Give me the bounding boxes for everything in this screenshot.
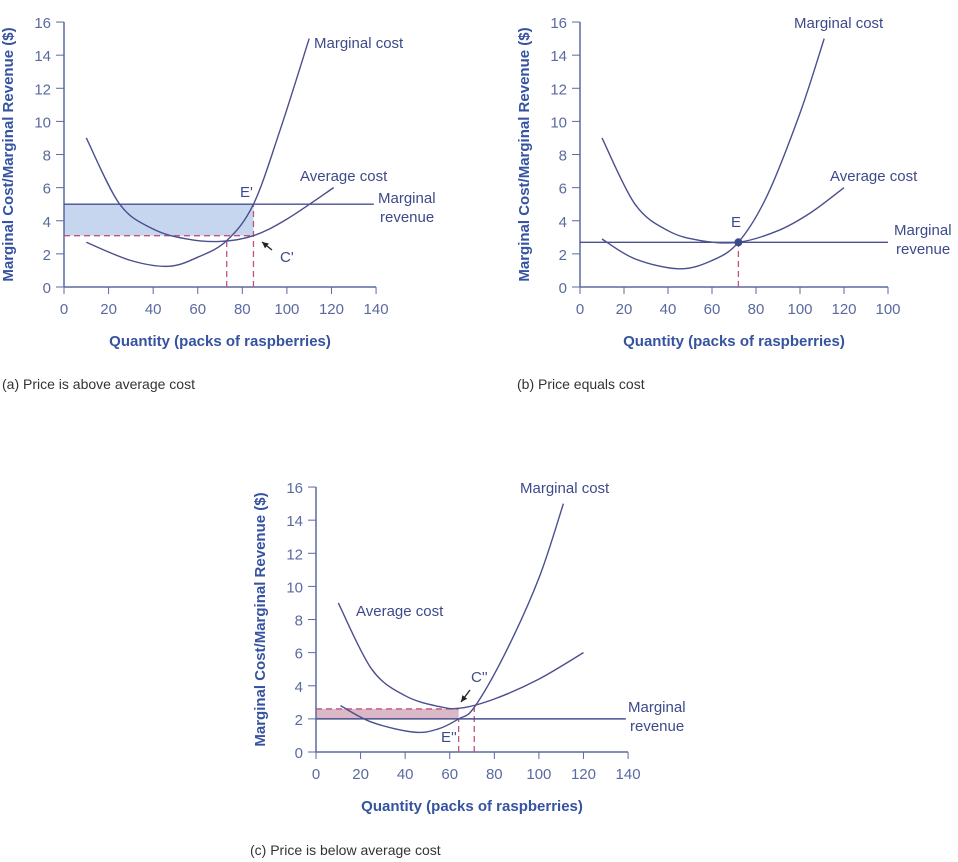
marginal-cost-label: Marginal cost <box>794 15 884 32</box>
arrow-head-icon <box>262 242 269 249</box>
x-tick-label: 20 <box>616 301 633 318</box>
caption-c: (c) Price is below average cost <box>250 842 441 858</box>
point-label: C' <box>280 249 294 266</box>
x-tick-label: 120 <box>571 766 596 783</box>
shaded-region <box>316 708 459 719</box>
y-tick-label: 12 <box>286 546 303 563</box>
marginal-cost-label: Marginal cost <box>314 35 404 52</box>
x-tick-label: 40 <box>660 301 677 318</box>
y-tick-label: 6 <box>43 181 51 198</box>
point-label: C'' <box>471 669 488 686</box>
x-tick-label: 0 <box>60 301 68 318</box>
point-label: E' <box>240 184 253 201</box>
x-tick-label: 0 <box>312 766 320 783</box>
y-tick-label: 10 <box>34 114 51 131</box>
x-tick-label: 60 <box>704 301 721 318</box>
x-tick-label: 40 <box>145 301 162 318</box>
y-tick-label: 8 <box>295 613 303 630</box>
chart-b: 0 20 40 60 80 100 120 100 0 2 4 6 8 10 12 14 16 Quantity … <box>516 15 952 350</box>
average-cost-label: Average cost <box>830 168 918 185</box>
x-tick-label: 60 <box>189 301 206 318</box>
y-tick-label: 4 <box>43 214 51 231</box>
shaded-region <box>64 204 254 236</box>
y-tick-label: 16 <box>286 480 303 497</box>
y-tick-label: 10 <box>286 579 303 596</box>
y-axis-label: Marginal Cost/Marginal Revenue ($) <box>252 492 269 746</box>
marginal-revenue-label: revenue <box>630 718 684 735</box>
chart-c: 0 20 40 60 80 100 120 140 0 2 4 6 8 10 12 14 16 Quantity … <box>252 480 686 815</box>
y-tick-label: 14 <box>286 513 303 530</box>
x-axis-label: Quantity (packs of raspberries) <box>109 333 331 350</box>
x-axis-label: Quantity (packs of raspberries) <box>623 333 845 350</box>
x-tick-label: 40 <box>397 766 414 783</box>
marginal-revenue-label: revenue <box>896 241 950 258</box>
y-tick-label: 14 <box>550 48 567 65</box>
x-tick-label: 120 <box>831 301 856 318</box>
chart-a: 0 20 40 60 80 100 120 140 0 2 4 6 8 10 12 14 16 Quantity … <box>0 15 436 350</box>
marginal-cost-label: Marginal cost <box>520 480 610 497</box>
marginal-revenue-label: Marginal <box>378 190 436 207</box>
y-tick-label: 16 <box>34 15 51 32</box>
average-cost-label: Average cost <box>300 168 388 185</box>
average-cost-curve <box>601 137 845 244</box>
x-tick-label: 100 <box>274 301 299 318</box>
y-tick-label: 14 <box>34 48 51 65</box>
y-tick-label: 2 <box>43 247 51 264</box>
marginal-cost-curve <box>86 38 310 268</box>
y-tick-label: 0 <box>295 745 303 762</box>
average-cost-label: Average cost <box>356 603 444 620</box>
marginal-revenue-label: Marginal <box>894 222 952 239</box>
marginal-cost-curve <box>601 38 825 270</box>
x-tick-label: 100 <box>787 301 812 318</box>
average-cost-curve <box>337 602 584 710</box>
y-tick-label: 2 <box>559 247 567 264</box>
x-tick-label: 140 <box>364 301 389 318</box>
y-axis-label: Marginal Cost/Marginal Revenue ($) <box>516 27 533 281</box>
y-tick-label: 12 <box>550 81 567 98</box>
x-tick-label: 20 <box>100 301 117 318</box>
x-tick-label: 60 <box>441 766 458 783</box>
point-label: E'' <box>441 729 457 746</box>
arrow-head-icon <box>461 695 468 702</box>
x-tick-label: 100 <box>875 301 900 318</box>
y-tick-label: 4 <box>559 214 567 231</box>
caption-a: (a) Price is above average cost <box>2 376 195 392</box>
x-axis-label: Quantity (packs of raspberries) <box>361 798 583 815</box>
x-tick-label: 0 <box>576 301 584 318</box>
x-tick-label: 80 <box>486 766 503 783</box>
y-tick-label: 6 <box>295 646 303 663</box>
marginal-revenue-label: Marginal <box>628 699 686 716</box>
y-tick-label: 6 <box>559 181 567 198</box>
y-tick-label: 2 <box>295 712 303 729</box>
x-tick-label: 140 <box>616 766 641 783</box>
y-tick-label: 8 <box>559 148 567 165</box>
equilibrium-point <box>734 238 743 247</box>
x-tick-label: 120 <box>319 301 344 318</box>
y-tick-label: 8 <box>43 148 51 165</box>
y-tick-label: 4 <box>295 679 303 696</box>
y-tick-label: 0 <box>43 280 51 297</box>
y-tick-label: 12 <box>34 81 51 98</box>
caption-b: (b) Price equals cost <box>517 376 645 392</box>
y-tick-label: 16 <box>550 15 567 32</box>
x-tick-label: 80 <box>748 301 765 318</box>
x-tick-label: 80 <box>234 301 251 318</box>
marginal-revenue-label: revenue <box>380 209 434 226</box>
point-label: E <box>731 214 741 231</box>
x-tick-label: 20 <box>352 766 369 783</box>
y-axis-label: Marginal Cost/Marginal Revenue ($) <box>0 27 17 281</box>
x-tick-label: 100 <box>526 766 551 783</box>
y-tick-label: 10 <box>550 114 567 131</box>
y-tick-label: 0 <box>559 280 567 297</box>
